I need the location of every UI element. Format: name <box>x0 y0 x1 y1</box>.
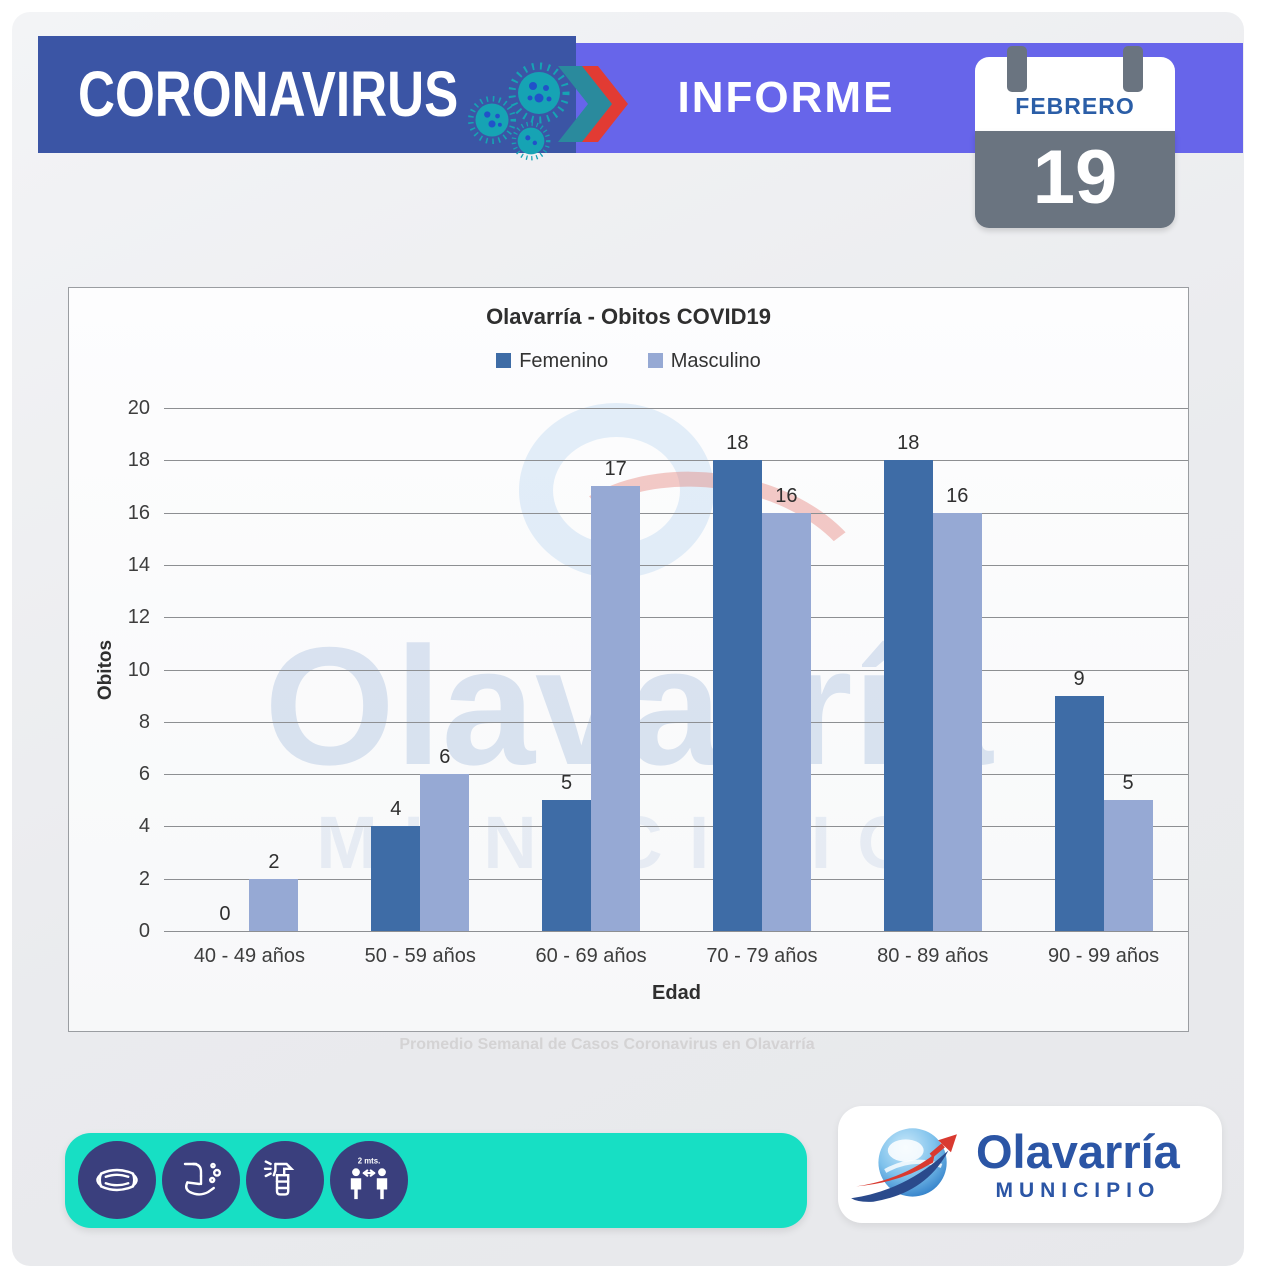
plot-area: 0 2 4 6 5 17 18 16 18 16 9 5 <box>164 408 1188 932</box>
bar-masculino-group2 <box>420 774 470 931</box>
chart-legend: Femenino Masculino <box>69 350 1188 373</box>
legend-label-femenino: Femenino <box>519 350 609 372</box>
y-tick-label-16: 16 <box>127 501 150 524</box>
gridline-16 <box>164 512 1188 514</box>
y-tick-label-8: 8 <box>138 710 150 733</box>
bar-masculino-group1 <box>249 878 299 931</box>
y-axis-ticks: 0 2 4 6 8 10 12 14 16 18 20 <box>87 397 150 942</box>
x-tick-label-5: 80 - 89 años <box>877 945 989 967</box>
bar-value-label: 18 <box>726 432 749 455</box>
logo-subtitle: MUNICIPIO <box>995 1178 1161 1202</box>
gridline-0 <box>164 931 1188 932</box>
bar-femenino-group2 <box>371 826 421 931</box>
x-tick-label-6: 90 - 99 años <box>1047 945 1160 967</box>
gridline-6 <box>164 774 1188 776</box>
prevention-icons-bar: 2 mts. <box>65 1133 807 1228</box>
y-tick-label-2: 2 <box>138 867 150 890</box>
disinfectant-spray-icon <box>246 1141 324 1219</box>
bar-femenino-group3 <box>542 800 592 931</box>
report-label: INFORME <box>677 73 895 122</box>
bar-value-label: 6 <box>439 746 451 769</box>
x-tick-label-2: 50 - 59 años <box>364 945 476 967</box>
chart-title: Olavarría - Obitos COVID19 <box>486 304 771 329</box>
calendar-month: FEBRERO <box>1015 93 1135 119</box>
page-background: CORONAVIRUS INFORME FEBRERO <box>12 12 1244 1266</box>
legend-swatch-femenino <box>496 353 512 368</box>
gridline-2 <box>164 878 1188 880</box>
calendar-header: FEBRERO <box>975 57 1175 131</box>
bar-masculino-group5 <box>932 512 982 931</box>
olavarria-logo-icon <box>851 1127 957 1202</box>
y-tick-label-12: 12 <box>127 606 150 629</box>
bar-masculino-group3 <box>591 486 641 931</box>
gridline-18 <box>164 460 1188 462</box>
bar-value-label: 16 <box>775 484 798 507</box>
y-tick-label-10: 10 <box>127 658 150 681</box>
logo-name: Olavarría <box>976 1124 1180 1178</box>
chart-card: Olavarría MUNICIPIO Olavarría - Obitos C… <box>68 287 1189 1032</box>
calendar-day: 19 <box>1032 135 1118 220</box>
y-tick-label-4: 4 <box>138 815 150 838</box>
y-tick-label-20: 20 <box>127 397 150 419</box>
x-tick-label-1: 40 - 49 años <box>193 945 306 967</box>
x-tick-label-3: 60 - 69 años <box>535 945 647 967</box>
y-tick-label-18: 18 <box>127 449 150 472</box>
bar-femenino-group5 <box>883 460 933 931</box>
municipality-logo-card: Olavarría MUNICIPIO <box>838 1106 1222 1223</box>
virus-icon <box>511 121 551 161</box>
virus-icon <box>467 95 517 145</box>
calendar: FEBRERO 19 <box>975 46 1175 228</box>
gridline-20 <box>164 408 1188 409</box>
bar-value-label: 16 <box>946 484 969 507</box>
bar-value-label: 17 <box>604 458 627 481</box>
virus-icon <box>508 62 570 124</box>
header-title: CORONAVIRUS <box>78 58 459 130</box>
bar-masculino-group4 <box>761 512 811 931</box>
y-tick-label-14: 14 <box>127 553 150 576</box>
gridline-4 <box>164 826 1188 828</box>
legend-label-masculino: Masculino <box>670 350 761 372</box>
hand-washing-icon <box>162 1141 240 1219</box>
legend-item-femenino: Femenino <box>496 350 608 373</box>
x-tick-label-4: 70 - 79 años <box>706 945 818 967</box>
y-tick-label-0: 0 <box>138 920 150 942</box>
x-axis-ticks: 40 - 49 años 50 - 59 años 60 - 69 años 70 -… <box>164 945 1188 971</box>
x-axis-title: Edad <box>652 982 701 1004</box>
social-distancing-icon: 2 mts. <box>330 1141 408 1219</box>
bar-value-label: 5 <box>561 772 573 795</box>
bar-masculino-group6 <box>1103 800 1153 931</box>
face-mask-icon <box>78 1141 156 1219</box>
y-tick-label-6: 6 <box>138 763 150 786</box>
bar-value-label: 2 <box>268 850 280 873</box>
gridline-10 <box>164 669 1188 671</box>
bar-value-label: 5 <box>1122 772 1134 795</box>
distance-label: 2 mts. <box>358 1157 381 1166</box>
calendar-ring-icon <box>1007 46 1027 92</box>
bar-value-label: 9 <box>1073 667 1085 690</box>
gridline-12 <box>164 617 1188 619</box>
legend-item-masculino: Masculino <box>647 350 761 373</box>
ghost-caption: Promedio Semanal de Casos Coronavirus en… <box>399 1036 815 1053</box>
bar-value-label: 0 <box>219 903 231 925</box>
bar-value-label: 4 <box>390 798 402 821</box>
bar-value-label: 18 <box>897 432 920 455</box>
header-coronavirus-band: CORONAVIRUS <box>38 36 576 161</box>
legend-swatch-masculino <box>647 353 663 368</box>
chevron-right-icon <box>558 66 628 142</box>
gridline-14 <box>164 564 1188 566</box>
bar-femenino-group6 <box>1054 695 1104 931</box>
gridline-8 <box>164 721 1188 723</box>
bar-femenino-group4 <box>712 460 762 931</box>
calendar-body: 19 <box>975 131 1175 228</box>
calendar-ring-icon <box>1123 46 1143 92</box>
